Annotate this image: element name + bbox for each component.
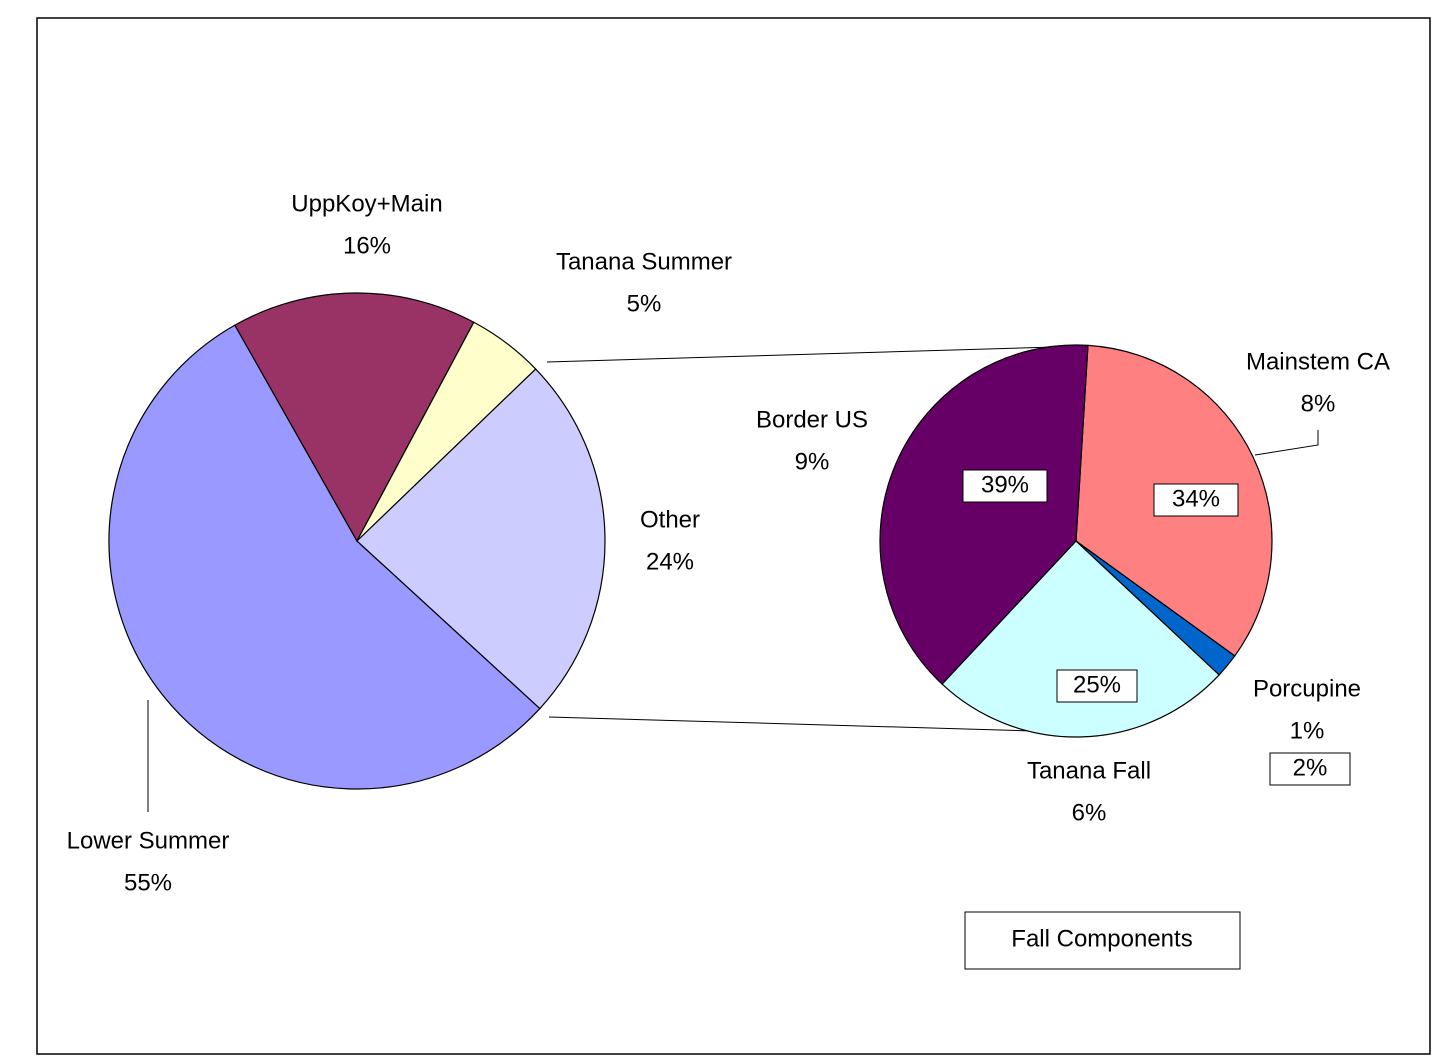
value-label: 16% <box>343 232 391 259</box>
slice-name: Tanana Fall <box>1027 757 1151 784</box>
pie-slice <box>879 344 1089 685</box>
slice-name: Border US <box>756 406 868 433</box>
value-label-box <box>1153 483 1239 517</box>
value-label: 5% <box>627 290 662 317</box>
value-label-box <box>962 469 1048 503</box>
title-box <box>964 911 1241 970</box>
leader-line <box>1254 430 1319 456</box>
value-label: 55% <box>124 869 172 896</box>
value-label: 39% <box>981 471 1029 498</box>
slice-name: Tanana Summer <box>556 248 732 275</box>
slice-name: Porcupine <box>1253 675 1361 702</box>
value-label: 24% <box>646 548 694 575</box>
value-label: 2% <box>1293 754 1328 781</box>
total-percent-label: 1% <box>1290 717 1325 744</box>
connector-line <box>546 345 1089 363</box>
slice-name: Lower Summer <box>67 827 230 854</box>
slice-name: Other <box>640 506 700 533</box>
pie-slice <box>941 540 1220 738</box>
value-label-box <box>1056 669 1138 703</box>
slice-name: UppKoy+Main <box>291 190 442 217</box>
value-label: 34% <box>1172 485 1220 512</box>
total-percent-label: 6% <box>1072 799 1107 826</box>
chart-title: Fall Components <box>1011 925 1192 952</box>
slice-name: Mainstem CA <box>1246 348 1390 375</box>
total-percent-label: 9% <box>795 448 830 475</box>
value-label-box <box>1269 752 1351 786</box>
pie-slice <box>356 368 606 710</box>
value-label: 25% <box>1073 671 1121 698</box>
total-percent-label: 8% <box>1301 390 1336 417</box>
connector-line <box>548 716 1071 733</box>
pie-slice <box>234 292 475 543</box>
pie-slice <box>108 324 541 790</box>
